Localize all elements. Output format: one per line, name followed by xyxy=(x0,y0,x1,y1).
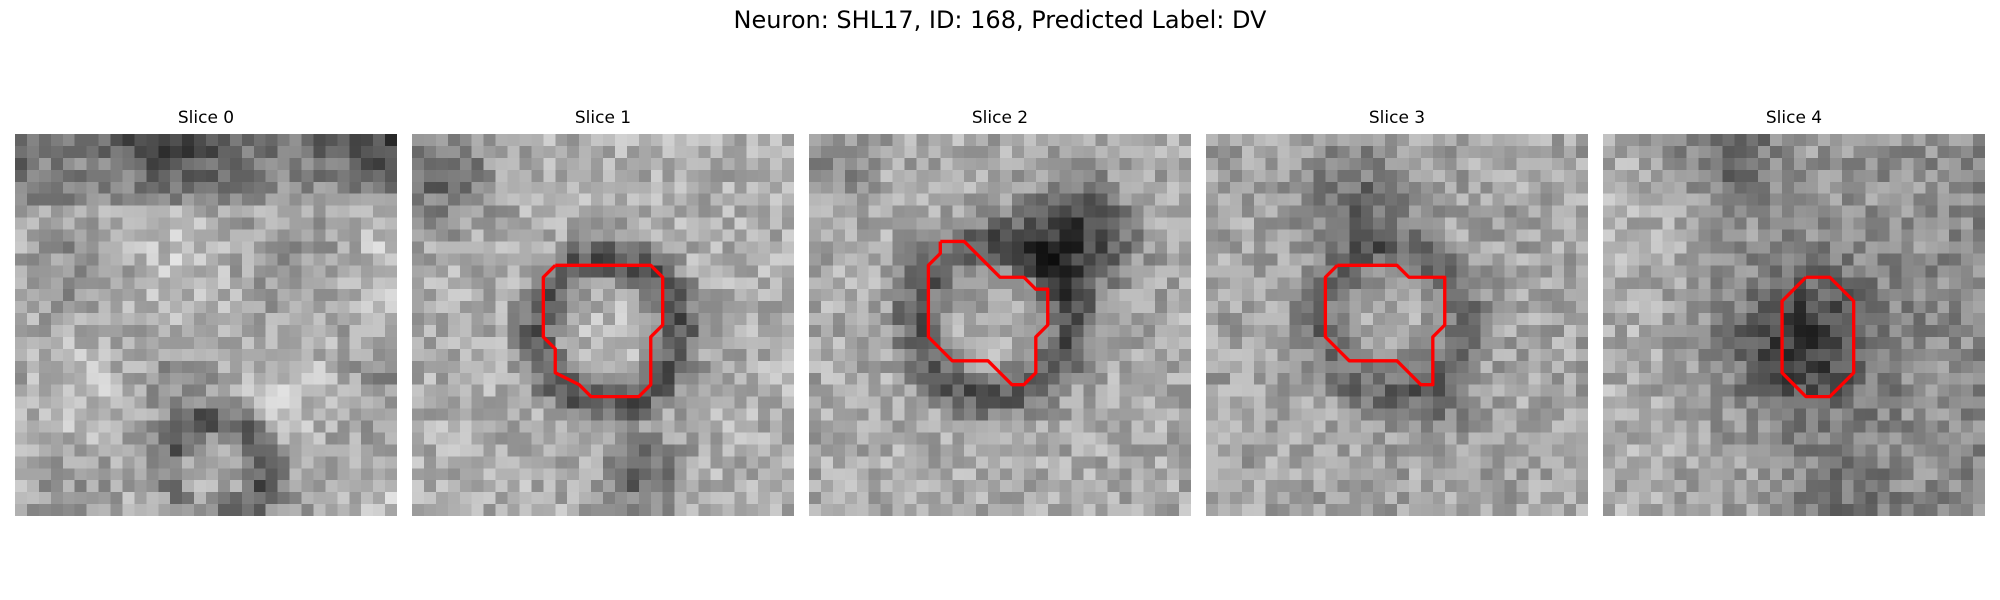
slice-image-4 xyxy=(1603,134,1985,516)
slice-canvas-1 xyxy=(412,134,794,516)
roi-outline-1 xyxy=(541,263,665,399)
slice-image-2 xyxy=(809,134,1191,516)
roi-contour-1 xyxy=(541,263,665,399)
roi-outline-4 xyxy=(1780,275,1856,399)
roi-contour-4 xyxy=(1780,275,1856,399)
roi-contour-3 xyxy=(1323,263,1447,387)
slice-title-3: Slice 3 xyxy=(1368,108,1426,128)
slice-image-0 xyxy=(15,134,397,516)
figure-title: Neuron: SHL17, ID: 168, Predicted Label:… xyxy=(733,6,1267,34)
slice-image-3 xyxy=(1206,134,1588,516)
slice-canvas-4 xyxy=(1603,134,1985,516)
slice-title-0: Slice 0 xyxy=(177,108,235,128)
slice-canvas-3 xyxy=(1206,134,1588,516)
slice-title-2: Slice 2 xyxy=(971,108,1029,128)
slice-title-4: Slice 4 xyxy=(1765,108,1823,128)
slice-canvas-0 xyxy=(15,134,397,516)
roi-outline-2 xyxy=(926,239,1050,387)
roi-outline-3 xyxy=(1323,263,1447,387)
slice-title-1: Slice 1 xyxy=(574,108,632,128)
roi-contour-2 xyxy=(926,239,1050,387)
slice-image-1 xyxy=(412,134,794,516)
slice-canvas-2 xyxy=(809,134,1191,516)
